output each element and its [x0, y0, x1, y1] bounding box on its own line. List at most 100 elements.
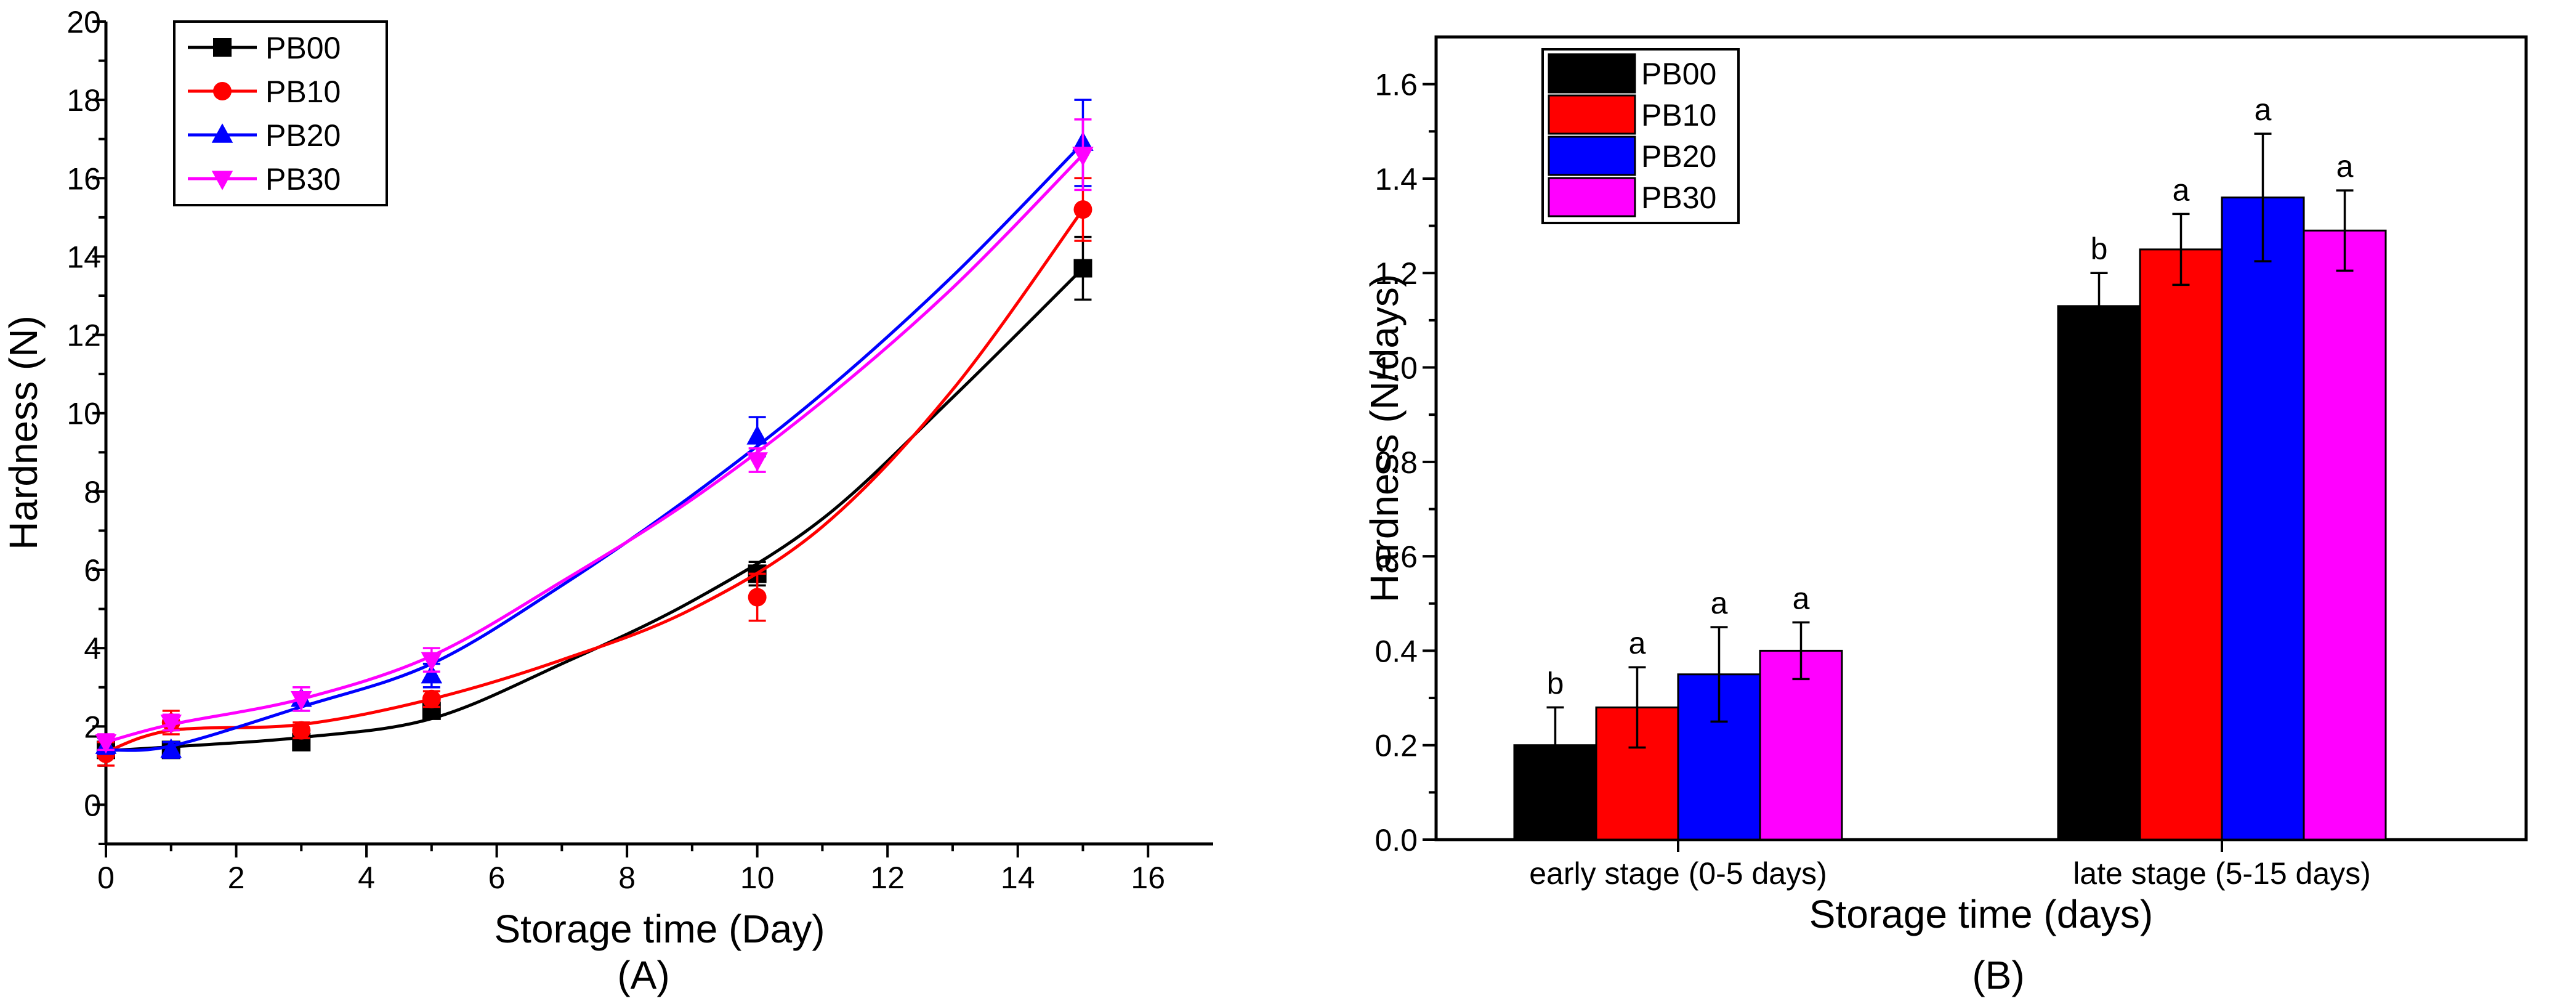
legend-b-item-pb10: PB10 — [1548, 94, 1716, 135]
data-point-pb20 — [746, 425, 768, 445]
error-bar-pb10 — [1628, 666, 1646, 749]
data-point-pb00 — [1073, 259, 1092, 278]
data-point-pb30 — [160, 715, 182, 734]
legend-a-label: PB20 — [265, 118, 341, 153]
y-tick-label: 0.6 — [1375, 540, 1418, 574]
significance-label: a — [1629, 626, 1646, 660]
bar-pb10 — [2139, 248, 2223, 841]
legend-b-label: PB00 — [1641, 57, 1716, 91]
legend-a-label: PB10 — [265, 75, 341, 109]
series-pb00 — [97, 235, 1092, 760]
error-bar-pb00 — [1546, 706, 1564, 784]
x-axis-title: Storage time (days) — [1809, 892, 2153, 936]
x-tick-label: 12 — [870, 861, 905, 895]
y-tick-label: 18 — [67, 83, 101, 118]
data-point-pb10 — [292, 721, 311, 740]
y-tick-label: 0.0 — [1375, 823, 1418, 857]
data-point-pb10 — [422, 689, 441, 708]
legend-b-label: PB30 — [1641, 180, 1716, 215]
error-bar-pb20 — [2254, 132, 2272, 262]
x-category-label: late stage (5-15 days) — [2073, 856, 2371, 891]
x-axis-title: Storage time (Day) — [494, 907, 825, 951]
legend-a-marker — [213, 82, 232, 100]
legend-b-item-pb20: PB20 — [1548, 136, 1716, 176]
error-bar-pb00 — [2090, 272, 2108, 341]
legend-a: PB00 PB10 PB20 PB30 — [173, 20, 388, 206]
error-bar-pb20 — [1710, 626, 1728, 723]
panel-label-b: (B) — [1972, 953, 2024, 997]
x-category-label: early stage (0-5 days) — [1529, 856, 1827, 891]
y-tick-label: 1.0 — [1375, 351, 1418, 386]
legend-b-label: PB20 — [1641, 139, 1716, 174]
significance-label: a — [2173, 172, 2190, 207]
y-tick-label: 20 — [67, 5, 101, 39]
x-tick-label: 14 — [1001, 861, 1035, 895]
y-tick-label: 1.6 — [1375, 68, 1418, 102]
significance-label: a — [1711, 586, 1728, 620]
legend-b: PB00 PB10 PB20 PB30 — [1541, 48, 1740, 224]
significance-label: a — [2255, 92, 2272, 127]
legend-b-swatch — [1548, 177, 1636, 217]
fit-curve-pb00 — [105, 267, 1084, 753]
data-point-pb20 — [421, 663, 443, 684]
legend-a-item-pb30: PB30 — [188, 162, 341, 197]
x-tick-label: 0 — [97, 861, 115, 895]
y-tick-label: 8 — [84, 475, 101, 509]
error-bar-pb30 — [2336, 189, 2354, 272]
y-tick-label: 10 — [67, 397, 101, 431]
significance-label: b — [1547, 666, 1564, 700]
legend-b-item-pb00: PB00 — [1548, 53, 1716, 94]
data-point-pb20 — [160, 738, 182, 758]
y-axis-title: Hardness (N) — [1, 315, 46, 550]
y-tick-label: 16 — [67, 161, 101, 196]
y-tick-label: 1.4 — [1375, 162, 1418, 197]
error-bar-pb30 — [1792, 621, 1810, 681]
legend-a-item-pb20: PB20 — [188, 118, 341, 153]
legend-b-item-pb30: PB30 — [1548, 177, 1716, 217]
panel-label-a: (A) — [617, 953, 669, 997]
data-point-pb10 — [1073, 200, 1092, 219]
bar-pb00 — [2057, 305, 2141, 841]
legend-a-item-pb00: PB00 — [188, 31, 341, 65]
y-tick-label: 4 — [84, 631, 101, 666]
error-bar-pb10 — [2172, 213, 2190, 286]
y-tick-label: 0.8 — [1375, 445, 1418, 480]
x-tick-label: 6 — [488, 861, 506, 895]
data-point-pb10 — [748, 588, 767, 607]
fit-curve-pb20 — [105, 142, 1084, 752]
y-tick-label: 12 — [67, 318, 101, 353]
data-point-pb30 — [1072, 147, 1094, 166]
y-axis-title: Hardness (N/days) — [1362, 274, 1407, 603]
y-tick-label: 0 — [84, 788, 101, 822]
significance-label: a — [2336, 149, 2354, 184]
x-tick-label: 8 — [618, 861, 636, 895]
data-point-pb30 — [291, 691, 312, 711]
legend-b-swatch — [1548, 53, 1636, 94]
x-tick-label: 16 — [1131, 861, 1165, 895]
y-tick-label: 1.2 — [1375, 256, 1418, 291]
x-tick-label: 10 — [740, 861, 775, 895]
x-tick-label: 4 — [358, 861, 375, 895]
significance-label: b — [2091, 232, 2108, 266]
y-tick-label: 0.4 — [1375, 634, 1418, 668]
legend-a-frame — [173, 20, 388, 206]
data-point-pb30 — [746, 452, 768, 472]
legend-a-marker — [213, 38, 232, 57]
legend-a-item-pb10: PB10 — [188, 75, 341, 109]
bar-pb20 — [2221, 197, 2305, 841]
significance-label: a — [1793, 581, 1810, 615]
fit-curve-pb10 — [105, 208, 1084, 753]
legend-b-swatch — [1548, 94, 1636, 135]
series-pb10 — [97, 177, 1092, 767]
data-point-pb30 — [421, 652, 443, 671]
panel-b-hardness-rate-bar-chart: 0.0 0.2 0.4 0.6 0.8 1.0 1.2 1.4 1.6 early stage (… — [1362, 35, 2528, 997]
legend-b-label: PB10 — [1641, 98, 1716, 132]
plot-frame-b — [1434, 35, 2528, 841]
legend-a-label: PB00 — [265, 31, 341, 65]
y-tick-label: 6 — [84, 553, 101, 588]
legend-a-label: PB30 — [265, 162, 341, 197]
legend-a-marker — [211, 123, 233, 143]
y-tick-label: 0.2 — [1375, 729, 1418, 763]
